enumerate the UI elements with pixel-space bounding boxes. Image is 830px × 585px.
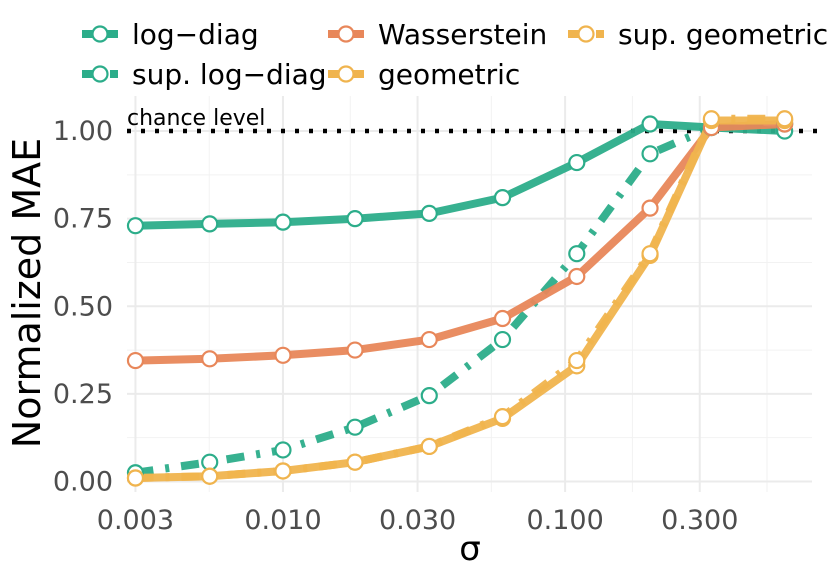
data-point-sup-geometric xyxy=(420,437,438,456)
y-tick-label: 1.00 xyxy=(53,116,113,147)
data-point-log-diag xyxy=(568,153,586,172)
y-tick-label: 0.00 xyxy=(53,466,113,497)
legend: log−diag sup. log−diag Wasserstein geometri… xyxy=(82,18,828,91)
data-point-log-diag xyxy=(346,210,364,228)
series-line-geometric xyxy=(135,116,785,482)
data-point-sup-log-diag xyxy=(420,387,438,405)
data-point-log-diag xyxy=(493,189,512,207)
legend-key-marker xyxy=(577,25,595,43)
x-tick-label: 0.010 xyxy=(244,505,321,536)
data-point-sup-geometric xyxy=(493,408,512,426)
data-point-wasserstein xyxy=(641,199,659,217)
data-point-wasserstein xyxy=(126,351,145,370)
legend-label: geometric xyxy=(378,58,520,91)
legend-key-marker xyxy=(337,25,355,43)
y-axis: 0.00 0.25 0.50 0.75 1.00 xyxy=(53,116,113,497)
legend-key-marker xyxy=(337,65,355,83)
y-tick-label: 0.25 xyxy=(53,379,113,410)
data-point-sup-geometric xyxy=(201,467,219,485)
legend-label: Wasserstein xyxy=(378,18,547,51)
series-line-wasserstein xyxy=(135,120,785,365)
data-point-sup-log-diag xyxy=(568,245,586,263)
data-point-sup-geometric xyxy=(568,351,586,370)
series-line-sup-geometric xyxy=(135,114,785,482)
data-point-wasserstein xyxy=(493,309,512,328)
data-point-log-diag xyxy=(201,215,219,233)
data-point-sup-geometric xyxy=(346,453,364,471)
x-tick-label: 0.003 xyxy=(97,505,174,536)
series-group xyxy=(126,110,794,487)
y-tick-label: 0.75 xyxy=(53,204,113,235)
chance-level-label: chance level xyxy=(127,106,265,131)
data-point-wasserstein xyxy=(346,341,364,359)
data-point-wasserstein xyxy=(568,267,586,286)
data-point-log-diag xyxy=(420,204,438,222)
legend-label: sup. log−diag xyxy=(132,58,327,91)
grid xyxy=(127,96,812,492)
data-point-sup-log-diag xyxy=(201,453,219,471)
data-point-sup-geometric xyxy=(126,469,145,487)
y-axis-label: Normalized MAE xyxy=(5,138,49,448)
data-point-sup-geometric xyxy=(274,462,292,480)
legend-label: sup. geometric xyxy=(618,18,828,51)
data-point-log-diag xyxy=(274,213,292,231)
x-tick-label: 0.300 xyxy=(661,505,738,536)
x-axis-label: σ xyxy=(459,529,481,569)
data-point-sup-log-diag xyxy=(641,145,659,163)
data-point-sup-geometric xyxy=(702,110,721,128)
legend-key-marker xyxy=(91,65,109,83)
data-point-wasserstein xyxy=(274,346,292,364)
data-point-sup-geometric xyxy=(776,110,794,128)
data-point-sup-geometric xyxy=(641,245,659,263)
data-point-wasserstein xyxy=(420,330,438,349)
x-axis: 0.003 0.010 0.030 0.100 0.300 xyxy=(97,505,739,536)
data-point-sup-log-diag xyxy=(493,330,512,349)
data-point-log-diag xyxy=(126,217,145,235)
data-point-wasserstein xyxy=(201,350,219,368)
x-tick-label: 0.100 xyxy=(526,505,603,536)
y-tick-label: 0.50 xyxy=(53,291,113,322)
data-point-log-diag xyxy=(641,115,659,133)
data-point-sup-log-diag xyxy=(274,441,292,459)
legend-label: log−diag xyxy=(132,18,259,51)
x-tick-label: 0.030 xyxy=(379,505,456,536)
data-point-sup-log-diag xyxy=(346,418,364,436)
legend-key-marker xyxy=(91,25,109,43)
series-line-log-diag xyxy=(135,120,785,230)
